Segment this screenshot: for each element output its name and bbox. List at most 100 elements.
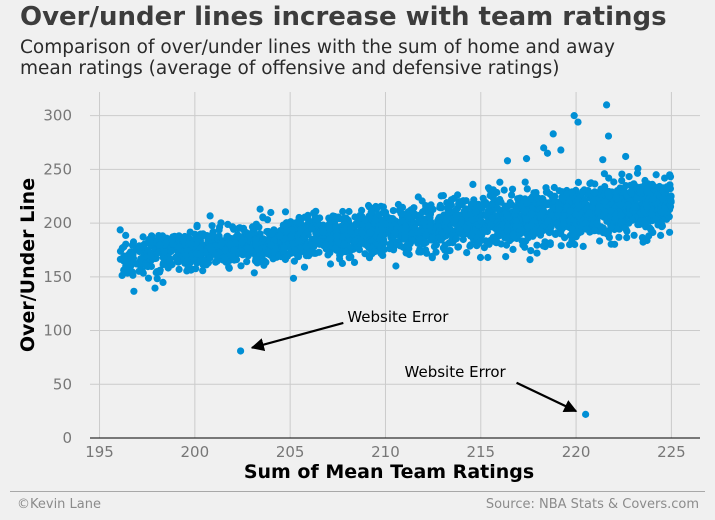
data-point: [605, 174, 613, 182]
data-point: [521, 178, 529, 186]
data-point: [151, 284, 159, 292]
data-point: [600, 207, 608, 216]
data-point: [358, 229, 366, 237]
data-point: [291, 246, 299, 254]
data-point: [130, 287, 138, 295]
data-point: [628, 216, 636, 224]
data-point: [137, 255, 145, 263]
data-point: [595, 202, 603, 211]
data-point: [480, 227, 488, 235]
data-point: [512, 217, 521, 225]
data-point: [415, 248, 423, 256]
data-point: [252, 254, 260, 263]
outlier-point: [236, 347, 245, 355]
data-point: [544, 217, 552, 225]
data-point: [630, 180, 638, 188]
data-point: [555, 205, 563, 213]
data-point: [193, 221, 201, 229]
footer-source: Source: NBA Stats & Covers.com: [485, 497, 699, 512]
outlier-point: [570, 112, 578, 120]
data-point: [520, 207, 528, 215]
data-point: [420, 218, 428, 226]
data-point: [570, 230, 578, 239]
data-point: [579, 187, 587, 196]
data-point: [262, 258, 270, 266]
data-point: [582, 219, 590, 227]
data-point: [197, 233, 206, 241]
data-point: [166, 260, 174, 268]
data-point: [283, 252, 291, 261]
x-tick-label: 215: [466, 443, 495, 461]
data-point: [429, 234, 437, 242]
data-point: [454, 243, 463, 251]
data-point: [428, 205, 436, 213]
data-point: [437, 236, 445, 244]
data-point: [237, 262, 245, 270]
data-point: [386, 240, 394, 248]
data-point: [466, 242, 474, 250]
data-point: [615, 233, 623, 241]
footer-credit: ©Kevin Lane: [17, 497, 101, 512]
chart-title: Over/under lines increase with team rati…: [20, 2, 667, 32]
data-point: [391, 228, 399, 236]
data-point: [666, 173, 675, 181]
data-point: [218, 239, 226, 247]
data-point: [269, 255, 277, 263]
data-point: [331, 245, 339, 253]
data-point: [471, 208, 480, 216]
data-point: [267, 241, 275, 249]
data-point: [290, 257, 298, 265]
data-point: [489, 194, 497, 202]
annotation-arrow: [250, 321, 344, 351]
data-point: [245, 231, 253, 239]
data-point: [288, 240, 297, 248]
data-point: [367, 208, 375, 216]
data-point: [616, 201, 624, 209]
data-point: [482, 198, 490, 207]
data-point: [620, 184, 628, 192]
data-point: [276, 232, 284, 240]
data-point: [432, 241, 440, 249]
data-point: [574, 178, 583, 186]
data-point: [450, 217, 458, 225]
data-point: [636, 187, 645, 195]
annotation-label: Website Error: [405, 363, 507, 381]
data-point: [501, 234, 509, 242]
axes: 195 200 205 210 215 220 225 0 50 100 150 200 250 300: [43, 107, 700, 461]
data-point: [350, 258, 359, 266]
data-point: [162, 239, 170, 247]
data-point: [607, 240, 615, 248]
y-axis-label: Over/Under Line: [17, 178, 39, 352]
data-point: [380, 239, 388, 247]
data-point: [601, 198, 609, 206]
data-point: [283, 227, 291, 235]
data-point: [267, 208, 275, 217]
data-point: [156, 241, 164, 249]
data-point: [409, 205, 417, 213]
data-point: [542, 188, 551, 196]
data-point: [661, 205, 669, 213]
data-point: [527, 221, 535, 229]
x-tick-label: 210: [371, 443, 400, 461]
data-point: [618, 170, 626, 178]
data-point: [331, 216, 339, 224]
data-point: [503, 211, 511, 219]
data-point: [156, 268, 164, 276]
data-point: [512, 206, 520, 214]
data-point: [416, 211, 424, 219]
data-point: [334, 238, 342, 247]
data-point: [333, 232, 341, 240]
footer-divider: [10, 491, 705, 492]
data-point: [287, 233, 295, 241]
data-point: [401, 233, 409, 241]
data-point: [186, 228, 194, 236]
data-point: [585, 209, 594, 217]
data-point: [643, 203, 651, 211]
data-point: [477, 237, 485, 245]
data-point: [437, 204, 445, 212]
data-point: [584, 187, 592, 195]
data-point: [411, 224, 419, 232]
data-point: [159, 278, 167, 286]
data-point: [326, 260, 335, 268]
data-point: [281, 208, 290, 216]
